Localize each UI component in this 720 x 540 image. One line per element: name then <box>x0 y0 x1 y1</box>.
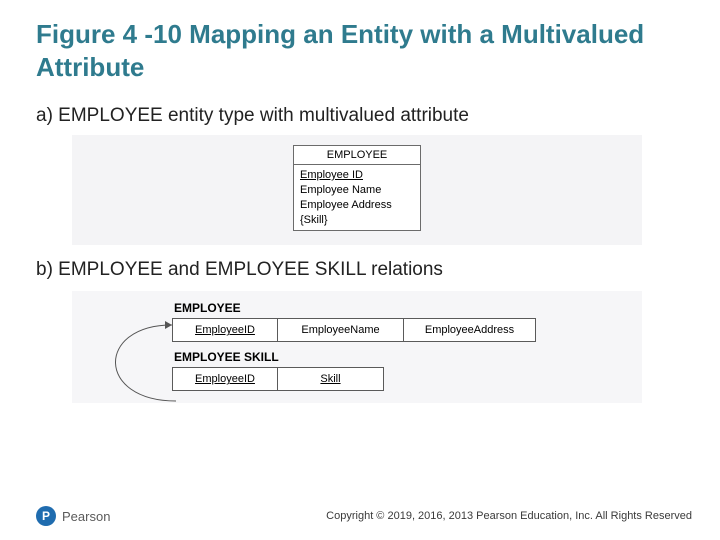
entity-attributes: Employee ID Employee Name Employee Addre… <box>294 165 420 230</box>
entity-name: EMPLOYEE <box>294 146 420 165</box>
part-b-panel: EMPLOYEE EmployeeID EmployeeName Employe… <box>72 291 642 403</box>
copyright-text: Copyright © 2019, 2016, 2013 Pearson Edu… <box>326 510 692 522</box>
entity-attr: Employee Name <box>300 183 414 198</box>
figure-title: Figure 4 -10 Mapping an Entity with a Mu… <box>0 0 720 91</box>
brand-logo-icon: P <box>36 506 56 526</box>
relation-cell: EmployeeID <box>172 318 278 342</box>
relation-name: EMPLOYEE SKILL <box>174 350 642 364</box>
part-a-heading: a) EMPLOYEE entity type with multivalued… <box>0 91 720 133</box>
brand: P Pearson <box>36 506 110 526</box>
relation-cell: EmployeeAddress <box>404 318 536 342</box>
relation-cell: EmployeeID <box>172 367 278 391</box>
entity-box: EMPLOYEE Employee ID Employee Name Emplo… <box>293 145 421 231</box>
entity-attr: Employee Address <box>300 198 414 213</box>
relation-row: EmployeeID Skill <box>172 367 642 391</box>
brand-name: Pearson <box>62 509 110 524</box>
footer: P Pearson Copyright © 2019, 2016, 2013 P… <box>36 506 692 526</box>
part-b-heading: b) EMPLOYEE and EMPLOYEE SKILL relations <box>0 245 720 287</box>
relation-name: EMPLOYEE <box>174 301 642 315</box>
part-a-panel: EMPLOYEE Employee ID Employee Name Emplo… <box>72 135 642 245</box>
fk-arc <box>86 315 186 425</box>
relation-cell: Skill <box>278 367 384 391</box>
relation-row: EmployeeID EmployeeName EmployeeAddress <box>172 318 642 342</box>
relation-cell: EmployeeName <box>278 318 404 342</box>
entity-attr: {Skill} <box>300 213 414 228</box>
entity-attr: Employee ID <box>300 168 414 183</box>
